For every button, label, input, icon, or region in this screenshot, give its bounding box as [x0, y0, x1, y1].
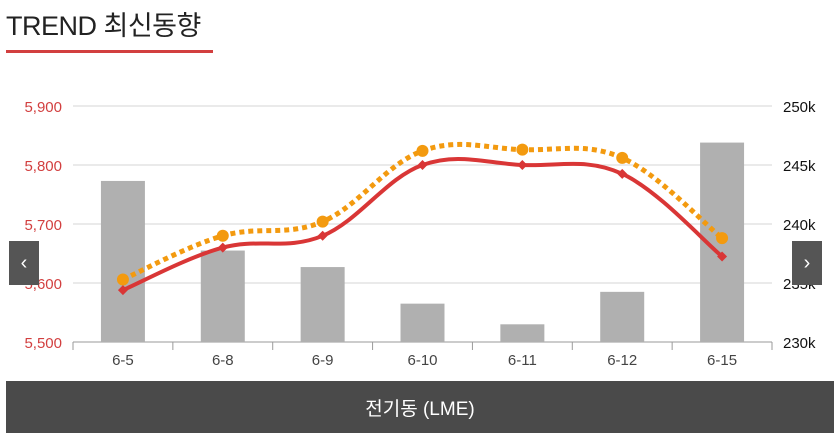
bar — [300, 267, 345, 342]
x-axis-tick-label: 6-10 — [407, 352, 437, 369]
left-axis-tick-label: 5,500 — [24, 335, 62, 352]
data-point-volume — [516, 143, 529, 156]
x-axis-tick-label: 6-8 — [212, 352, 234, 369]
x-axis-tick-label: 6-12 — [607, 352, 637, 369]
data-point-volume — [216, 229, 229, 242]
left-axis-tick-label: 5,900 — [24, 99, 62, 116]
data-point-price — [117, 285, 128, 296]
right-axis-tick-label: 230k — [783, 335, 816, 352]
left-axis-tick-label: 5,700 — [24, 217, 62, 234]
chevron-right-icon: › — [803, 251, 811, 274]
header: TREND 최신동향 — [6, 4, 201, 43]
bar — [600, 291, 645, 342]
data-point-price — [317, 230, 328, 241]
x-axis-tick-label: 6-9 — [312, 352, 334, 369]
title-underline — [6, 50, 213, 53]
next-button[interactable]: › — [792, 241, 822, 285]
data-point-volume — [716, 232, 729, 245]
x-axis-tick-label: 6-5 — [112, 352, 134, 369]
left-axis-tick-label: 5,800 — [24, 158, 62, 175]
data-point-price — [617, 168, 628, 179]
right-axis-tick-label: 250k — [783, 99, 816, 116]
bar — [100, 180, 145, 342]
prev-button[interactable]: ‹ — [9, 241, 39, 285]
right-axis-tick-label: 245k — [783, 158, 816, 175]
data-point-price — [517, 160, 528, 170]
data-point-volume — [316, 215, 329, 228]
data-point-price — [417, 160, 428, 170]
data-point-volume — [416, 144, 429, 157]
right-axis-tick-label: 240k — [783, 217, 816, 234]
bar — [500, 324, 545, 342]
trend-chart: 5,500230k5,600235k5,700240k5,800245k5,90… — [24, 99, 816, 369]
page-title: TREND 최신동향 — [6, 11, 201, 41]
chart-footer-bar: 전기동 (LME) — [6, 381, 834, 433]
x-axis-tick-label: 6-15 — [707, 352, 737, 369]
data-point-volume — [616, 151, 629, 164]
chart-subject-label: 전기동 (LME) — [365, 398, 475, 420]
data-point-price — [217, 242, 228, 253]
bar — [200, 250, 245, 342]
data-point-price — [717, 251, 728, 262]
bar — [400, 303, 445, 342]
chevron-left-icon: ‹ — [20, 251, 28, 274]
data-point-volume — [116, 273, 129, 286]
x-axis-tick-label: 6-11 — [508, 352, 537, 369]
